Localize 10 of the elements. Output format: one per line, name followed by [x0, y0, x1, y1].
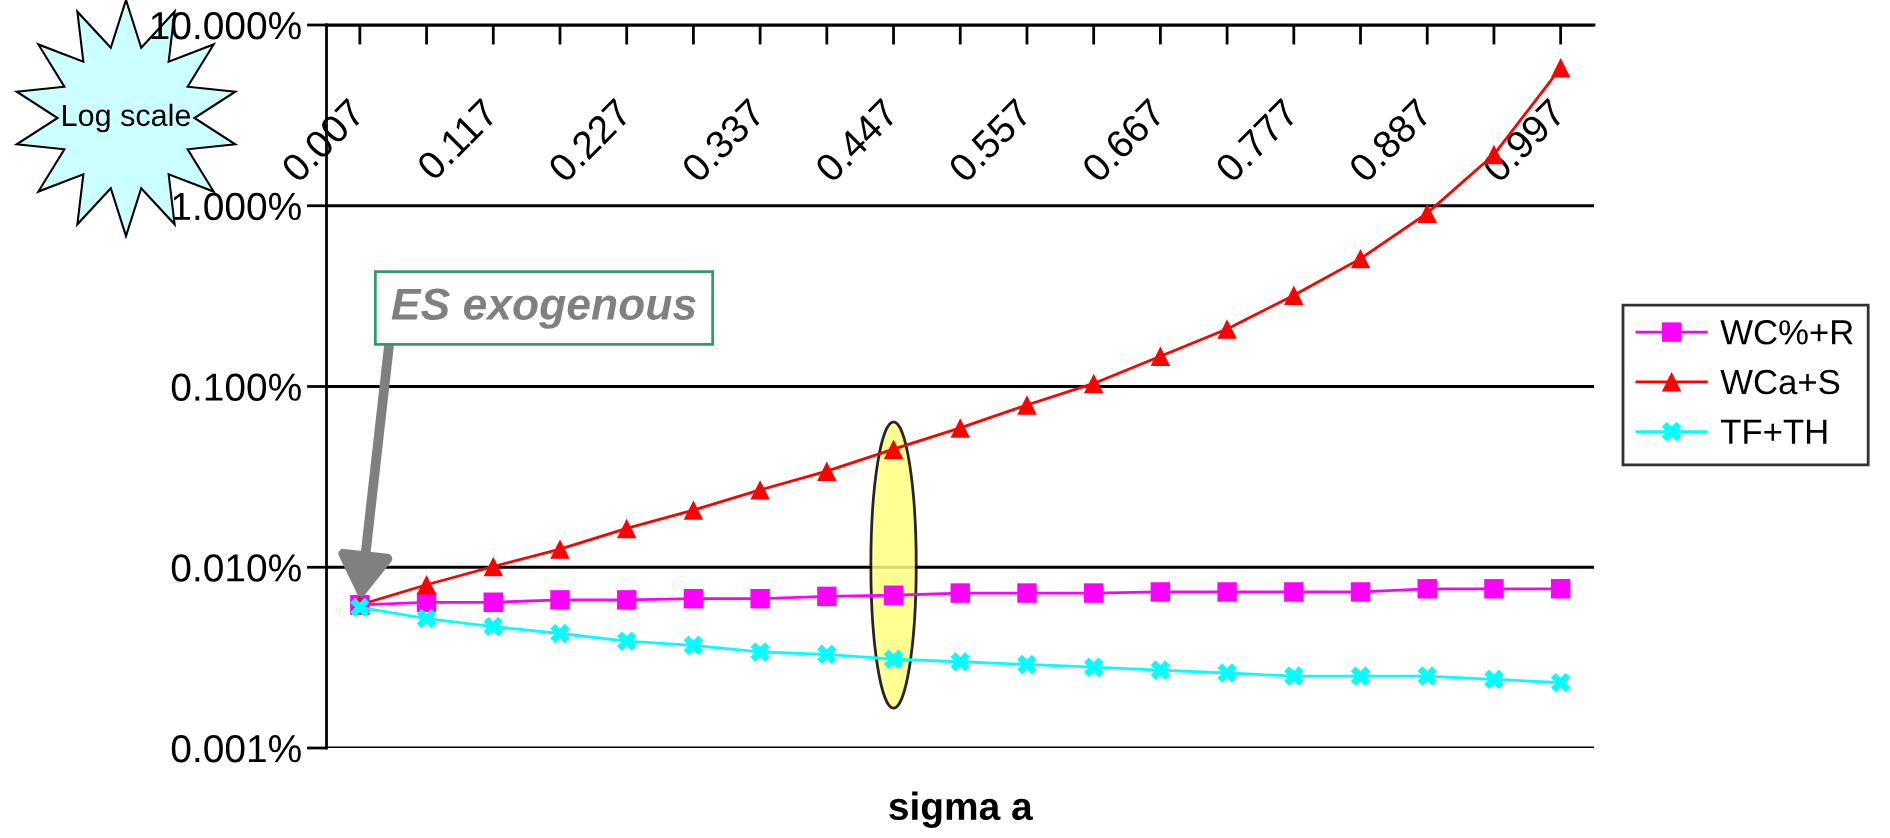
legend-label: TF+TH — [1721, 419, 1827, 444]
legend-label: WCa+S — [1720, 369, 1840, 395]
y-tick-label: 0.100% — [171, 373, 301, 401]
annotation: ES exogenous — [391, 288, 696, 329]
x-axis-title: sigma a — [889, 791, 1033, 828]
y-tick-label: 1.000% — [173, 192, 301, 221]
legend-label: WC%+R — [1720, 320, 1853, 345]
text: Log scale — [63, 103, 191, 133]
y-tick-label: 0.010% — [171, 554, 301, 582]
y-tick-label: 0.001% — [171, 734, 301, 763]
